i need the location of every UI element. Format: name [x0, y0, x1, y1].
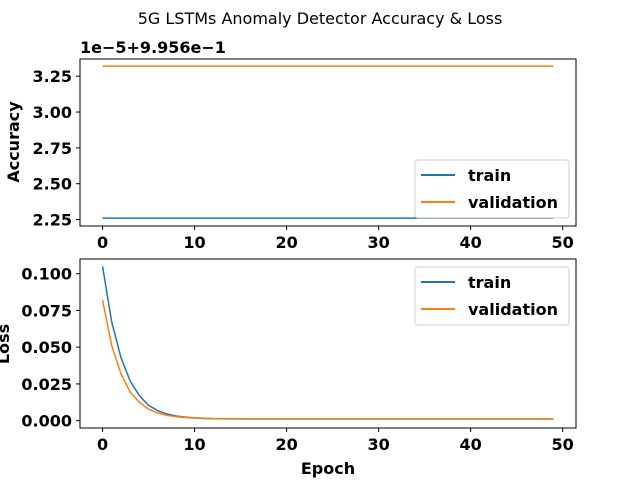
accuracy-x-tick-label: 40: [460, 233, 482, 252]
loss-x-tick-label: 30: [367, 435, 389, 454]
loss-y-tick-label: 0.025: [21, 375, 72, 394]
accuracy-x-tick-label: 20: [275, 233, 297, 252]
loss-x-axis-label: Epoch: [301, 459, 355, 478]
accuracy-offset-label: 1e−5+9.956e−1: [80, 38, 226, 57]
accuracy-y-tick-label: 2.50: [33, 175, 72, 194]
loss-x-tick-label: 50: [552, 435, 574, 454]
accuracy-panel: 1e−5+9.956e−1 Accuracy 0 10 20 30 40 50 2.25 2.…: [4, 38, 577, 252]
figure-title: 5G LSTMs Anomaly Detector Accuracy & Los…: [138, 9, 503, 28]
loss-y-tick-label: 0.050: [21, 338, 72, 357]
accuracy-y-tick-label: 3.25: [33, 67, 72, 86]
accuracy-x-tick-label: 10: [183, 233, 205, 252]
accuracy-y-axis-label: Accuracy: [4, 101, 23, 183]
accuracy-y-tick-label: 2.75: [33, 139, 72, 158]
loss-x-tick-label: 20: [275, 435, 297, 454]
accuracy-plot-frame: [79, 58, 577, 227]
loss-x-tick-label: 10: [183, 435, 205, 454]
loss-x-tick-label: 40: [460, 435, 482, 454]
loss-legend-train-label: train: [468, 273, 511, 292]
loss-y-tick-label: 0.100: [21, 265, 72, 284]
loss-y-axis-label: Loss: [0, 324, 13, 364]
loss-legend-validation-label: validation: [468, 300, 558, 319]
loss-y-tick-label: 0.000: [21, 412, 72, 431]
accuracy-x-tick-label: 30: [367, 233, 389, 252]
loss-legend: train validation: [414, 266, 570, 326]
loss-x-tick-label: 0: [97, 435, 108, 454]
loss-y-tick-label: 0.075: [21, 301, 72, 320]
accuracy-x-tick-label: 0: [97, 233, 108, 252]
accuracy-legend-validation-label: validation: [468, 193, 558, 212]
accuracy-legend: train validation: [414, 159, 570, 219]
loss-plot-frame: [79, 258, 577, 429]
loss-series-validation-line: [101, 300, 554, 420]
accuracy-legend-train-label: train: [468, 166, 511, 185]
accuracy-y-tick-label: 2.25: [33, 211, 72, 230]
accuracy-y-tick-label: 3.00: [33, 103, 72, 122]
loss-panel: Loss Epoch 0 10 20 30 40 50 0.000 0.025 0.050 0.0…: [0, 258, 577, 478]
accuracy-x-tick-label: 50: [552, 233, 574, 252]
